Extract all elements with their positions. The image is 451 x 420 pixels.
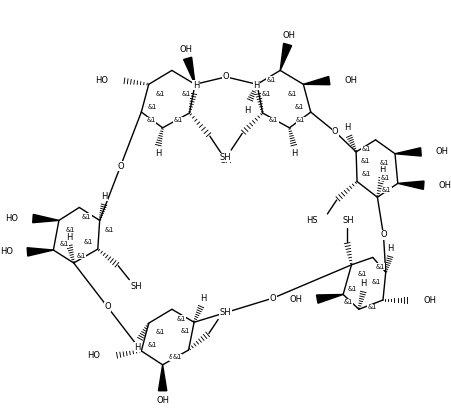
Text: &1: &1 <box>267 77 276 83</box>
Text: H: H <box>244 106 251 115</box>
Text: &1: &1 <box>65 227 75 233</box>
Text: H: H <box>101 192 107 201</box>
Text: &1: &1 <box>147 118 156 123</box>
Text: O: O <box>223 72 230 81</box>
Text: &1: &1 <box>362 146 371 152</box>
Text: H: H <box>193 81 199 90</box>
Text: &1: &1 <box>361 158 370 164</box>
Text: OH: OH <box>423 296 437 304</box>
Text: SH: SH <box>220 308 231 318</box>
Polygon shape <box>158 365 167 391</box>
Text: &1: &1 <box>82 214 92 220</box>
Text: H: H <box>155 149 161 158</box>
Text: OH: OH <box>156 396 169 404</box>
Polygon shape <box>304 76 330 85</box>
Text: &1: &1 <box>372 278 381 284</box>
Text: OH: OH <box>179 45 192 54</box>
Text: SH: SH <box>220 153 231 162</box>
Text: &1: &1 <box>380 175 390 181</box>
Text: &1: &1 <box>379 160 388 166</box>
Text: O: O <box>104 302 111 312</box>
Text: HS: HS <box>307 216 318 225</box>
Text: &1: &1 <box>181 91 190 97</box>
Text: OH: OH <box>436 147 449 156</box>
Text: &1: &1 <box>343 299 352 305</box>
Text: O: O <box>117 162 124 171</box>
Text: &1: &1 <box>148 342 157 348</box>
Text: &1: &1 <box>358 271 367 277</box>
Text: OH: OH <box>344 76 357 85</box>
Text: H: H <box>360 279 367 288</box>
Polygon shape <box>317 294 343 303</box>
Text: &1: &1 <box>84 239 93 245</box>
Text: OH: OH <box>290 294 303 304</box>
Text: H: H <box>253 81 259 90</box>
Text: &1: &1 <box>174 118 183 123</box>
Polygon shape <box>395 148 421 156</box>
Text: O: O <box>270 294 276 303</box>
Text: O: O <box>332 128 339 136</box>
Text: O: O <box>380 230 387 239</box>
Text: H: H <box>344 123 350 132</box>
Text: SH: SH <box>131 282 143 291</box>
Text: &1: &1 <box>288 91 297 97</box>
Text: OH: OH <box>438 181 451 190</box>
Text: H: H <box>200 294 207 303</box>
Text: H: H <box>291 149 297 158</box>
Text: &1: &1 <box>362 171 371 177</box>
Polygon shape <box>33 214 59 223</box>
Text: &1: &1 <box>155 91 165 97</box>
Text: HO: HO <box>5 214 18 223</box>
Polygon shape <box>280 43 292 71</box>
Text: &1: &1 <box>296 118 305 123</box>
Text: SH: SH <box>343 216 354 225</box>
Text: SH: SH <box>221 156 232 165</box>
Text: HO: HO <box>0 247 13 256</box>
Text: &1: &1 <box>155 329 165 336</box>
Text: HO: HO <box>95 76 108 85</box>
Text: &1: &1 <box>348 286 357 292</box>
Polygon shape <box>398 181 424 189</box>
Text: &1: &1 <box>376 264 385 270</box>
Text: H: H <box>387 244 394 253</box>
Text: &1: &1 <box>269 118 278 123</box>
Text: &1: &1 <box>295 103 304 110</box>
Text: &1: &1 <box>104 227 114 233</box>
Text: &1: &1 <box>382 187 391 193</box>
Text: &1: &1 <box>180 328 189 334</box>
Text: H: H <box>66 233 72 241</box>
Polygon shape <box>184 57 195 84</box>
Text: &1: &1 <box>77 252 86 259</box>
Text: HO: HO <box>87 351 101 360</box>
Text: H: H <box>379 165 385 174</box>
Text: &1: &1 <box>176 315 186 322</box>
Text: &1: &1 <box>367 304 377 310</box>
Polygon shape <box>27 248 53 256</box>
Text: OH: OH <box>283 31 296 40</box>
Text: &1: &1 <box>173 354 182 360</box>
Text: &1: &1 <box>148 103 157 110</box>
Text: &1: &1 <box>169 354 178 360</box>
Text: &1: &1 <box>262 91 271 97</box>
Text: &1: &1 <box>60 241 69 247</box>
Text: H: H <box>134 343 141 352</box>
